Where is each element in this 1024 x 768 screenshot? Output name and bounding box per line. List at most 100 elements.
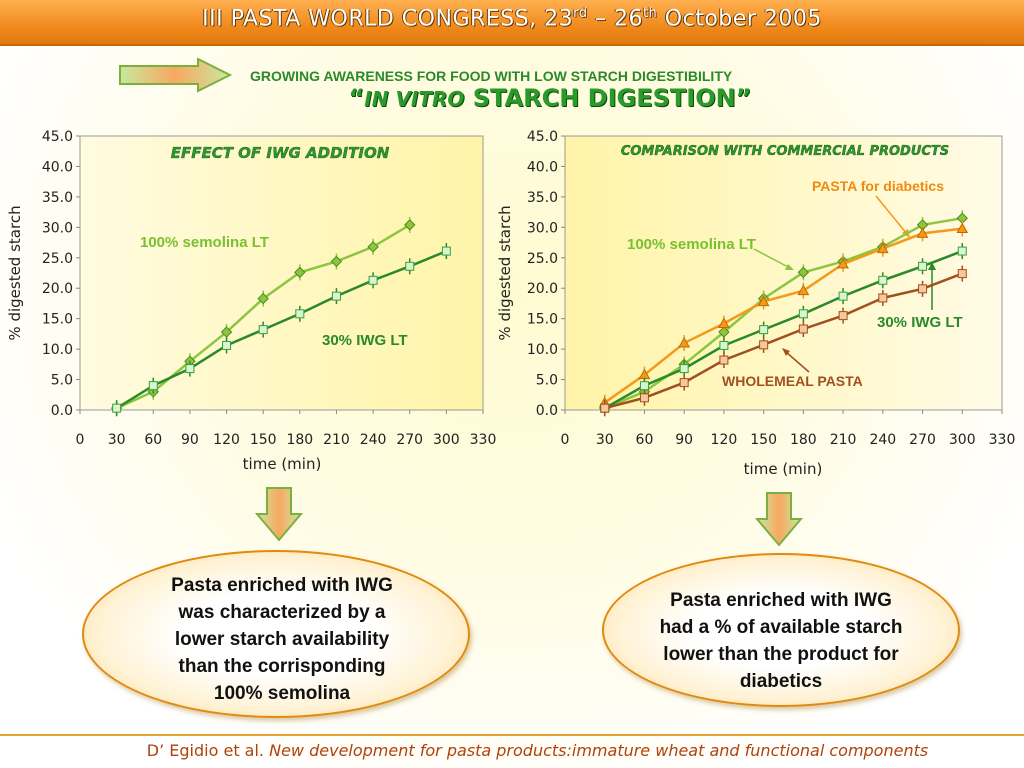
data-point	[600, 403, 610, 413]
chart2-xlabel: time (min)	[744, 460, 823, 478]
data-point	[679, 364, 689, 374]
data-point	[441, 246, 451, 256]
y-tick-label: 15.0	[42, 312, 73, 328]
data-point	[257, 292, 269, 305]
data-point	[639, 381, 649, 391]
data-point	[678, 336, 691, 348]
conclusion-right-text: Pasta enriched with IWG had a % of availa…	[659, 590, 903, 692]
data-point	[838, 291, 848, 301]
x-tick-label: 330	[989, 432, 1016, 448]
down-arrow-icon	[255, 487, 303, 542]
series-line	[604, 249, 963, 410]
chart2-legend-wholemeal: WHOLEMEAL PASTA	[722, 373, 863, 389]
data-point	[185, 364, 195, 374]
plot-area-1	[79, 135, 484, 411]
x-tick-label: 240	[869, 432, 896, 448]
x-tick-label: 300	[433, 432, 460, 448]
data-point	[837, 257, 849, 269]
y-tick-label: 0.0	[536, 403, 558, 419]
y-tick-label: 5.0	[536, 373, 558, 389]
chart-marks: 0.0 5.0 10.0 15.0 20.0 25.0 30.0 35.0 40.0 45.0 0 3…	[42, 129, 1016, 448]
data-point	[404, 219, 416, 231]
x-tick-label: 90	[675, 432, 693, 448]
data-point	[918, 261, 928, 271]
chart2-title: COMPARISON WITH COMMERCIAL PRODUCTS	[621, 144, 949, 159]
x-tick-label: 300	[949, 432, 976, 448]
data-point	[759, 340, 769, 350]
chart2-ylabel: % digested starch	[496, 205, 514, 340]
chart2-legend-iwg: 30% IWG LT	[877, 314, 963, 331]
conclusion-left-ellipse	[82, 550, 470, 718]
y-tick-label: 45.0	[527, 129, 558, 145]
chart2-legend-semolina: 100% semolina LT	[627, 236, 756, 253]
data-point	[220, 326, 233, 338]
x-tick-label: 180	[790, 432, 817, 448]
x-tick-label: 150	[750, 432, 777, 448]
data-point	[368, 275, 378, 285]
x-tick-label: 0	[76, 432, 85, 448]
y-tick-label: 10.0	[42, 342, 73, 358]
subheading: GROWING AWARENESS FOR FOOD WITH LOW STAR…	[250, 68, 733, 84]
footer-citation: D’ Egidio et al. New development for pas…	[146, 741, 929, 760]
chart1-legend-iwg: 30% IWG LT	[322, 332, 408, 349]
data-point	[405, 261, 415, 271]
y-tick-label: 0.0	[51, 403, 73, 419]
data-point	[956, 222, 969, 234]
x-tick-label: 330	[470, 432, 497, 448]
data-point	[679, 378, 689, 388]
x-tick-label: 120	[711, 432, 738, 448]
y-tick-label: 40.0	[527, 159, 558, 175]
x-tick-label: 240	[360, 432, 387, 448]
data-point	[759, 325, 769, 335]
plot-area-2	[564, 135, 1003, 411]
data-point	[112, 403, 122, 413]
data-point	[367, 241, 379, 253]
data-point	[797, 266, 810, 279]
y-tick-label: 20.0	[527, 281, 558, 297]
data-point	[718, 317, 730, 329]
series-line	[603, 227, 963, 404]
data-point	[838, 311, 848, 321]
data-point	[295, 309, 305, 319]
x-tick-label: 270	[396, 432, 423, 448]
y-tick-label: 40.0	[42, 159, 73, 175]
y-tick-label: 30.0	[527, 220, 558, 236]
y-tick-label: 35.0	[527, 190, 558, 206]
data-point	[718, 326, 730, 338]
series-line	[115, 249, 447, 410]
data-point	[719, 355, 729, 365]
x-tick-label: 0	[561, 432, 570, 448]
x-tick-label: 60	[144, 432, 162, 448]
y-tick-label: 25.0	[527, 251, 558, 267]
y-tick-label: 15.0	[527, 312, 558, 328]
x-tick-label: 270	[909, 432, 936, 448]
headline: “IN VITRO STARCH DIGESTION”	[348, 84, 752, 112]
data-point	[878, 293, 888, 303]
header-bar: III PASTA WORLD CONGRESS, 23rd – 26th Oc…	[0, 0, 1024, 46]
data-point	[916, 227, 929, 238]
data-point	[258, 325, 268, 335]
x-tick-label: 30	[108, 432, 126, 448]
y-tick-label: 25.0	[42, 251, 73, 267]
right-arrow-icon	[119, 58, 233, 93]
x-tick-label: 150	[250, 432, 277, 448]
x-tick-label: 210	[830, 432, 857, 448]
data-point	[798, 324, 808, 334]
x-tick-label: 90	[181, 432, 199, 448]
series-line	[604, 272, 963, 410]
data-point	[757, 295, 770, 307]
y-tick-label: 45.0	[42, 129, 73, 145]
x-tick-label: 30	[596, 432, 614, 448]
chart1-title: EFFECT OF IWG ADDITION	[171, 144, 390, 162]
data-point	[957, 269, 967, 279]
chart1-xlabel: time (min)	[243, 455, 322, 473]
data-point	[331, 291, 341, 301]
chart2-callout-arrows	[753, 195, 936, 373]
chart2-legend-diabetics: PASTA for diabetics	[812, 178, 944, 194]
data-point	[148, 381, 158, 391]
congress-title: III PASTA WORLD CONGRESS, 23rd – 26th Oc…	[202, 6, 822, 32]
y-tick-label: 35.0	[42, 190, 73, 206]
data-point	[878, 275, 888, 285]
chart1-ylabel: % digested starch	[6, 205, 24, 340]
